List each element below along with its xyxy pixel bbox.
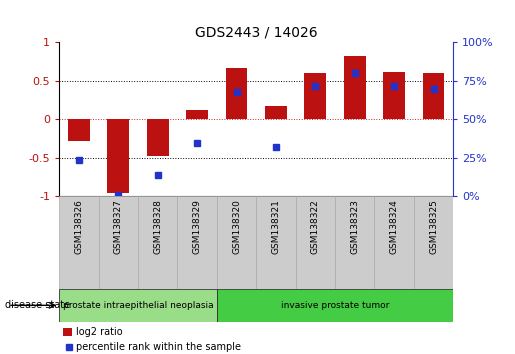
Bar bbox=[296, 196, 335, 289]
Bar bbox=[59, 289, 217, 322]
Bar bbox=[108, 119, 129, 193]
Text: GSM138322: GSM138322 bbox=[311, 199, 320, 254]
Bar bbox=[59, 196, 99, 289]
Bar bbox=[344, 56, 366, 119]
Text: GSM138320: GSM138320 bbox=[232, 199, 241, 254]
Title: GDS2443 / 14026: GDS2443 / 14026 bbox=[195, 26, 318, 40]
Text: GSM138324: GSM138324 bbox=[390, 199, 399, 254]
Bar bbox=[63, 327, 72, 336]
Text: log2 ratio: log2 ratio bbox=[76, 327, 123, 337]
Bar bbox=[99, 196, 138, 289]
Bar bbox=[304, 73, 326, 119]
Text: disease state: disease state bbox=[5, 300, 70, 310]
Bar bbox=[383, 72, 405, 119]
Text: GSM138325: GSM138325 bbox=[429, 199, 438, 254]
Bar bbox=[217, 196, 256, 289]
Text: GSM138326: GSM138326 bbox=[75, 199, 83, 254]
Bar bbox=[147, 119, 168, 156]
Text: GSM138321: GSM138321 bbox=[271, 199, 280, 254]
Text: GSM138328: GSM138328 bbox=[153, 199, 162, 254]
Bar bbox=[256, 196, 296, 289]
Bar bbox=[226, 68, 247, 119]
Text: GSM138323: GSM138323 bbox=[350, 199, 359, 254]
Bar bbox=[423, 73, 444, 119]
Bar bbox=[335, 196, 374, 289]
Bar bbox=[414, 196, 453, 289]
Text: prostate intraepithelial neoplasia: prostate intraepithelial neoplasia bbox=[63, 301, 213, 310]
Bar bbox=[177, 196, 217, 289]
Text: GSM138327: GSM138327 bbox=[114, 199, 123, 254]
Bar bbox=[217, 289, 453, 322]
Bar bbox=[265, 105, 287, 119]
Text: percentile rank within the sample: percentile rank within the sample bbox=[76, 342, 241, 352]
Bar bbox=[138, 196, 177, 289]
Text: GSM138329: GSM138329 bbox=[193, 199, 201, 254]
Bar bbox=[186, 110, 208, 119]
Bar bbox=[374, 196, 414, 289]
Text: invasive prostate tumor: invasive prostate tumor bbox=[281, 301, 389, 310]
Bar bbox=[68, 119, 90, 141]
